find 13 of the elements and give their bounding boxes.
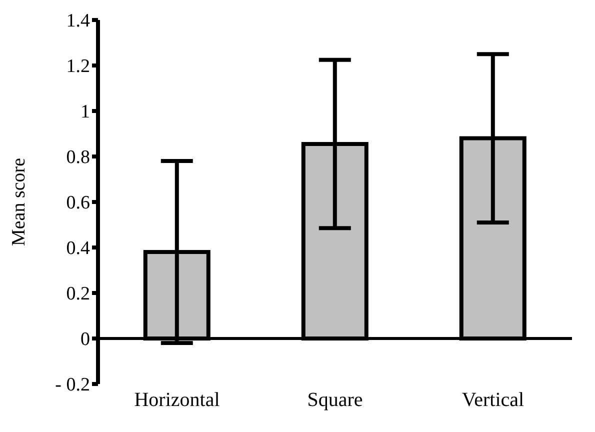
y-tick-label: 0.4 (66, 238, 90, 260)
y-tick-label: - 0.2 (55, 374, 90, 396)
x-tick-label: Square (307, 389, 363, 412)
x-tick-label: Horizontal (134, 389, 220, 412)
y-tick-label: 0.2 (66, 284, 90, 305)
y-tick-label: 0.6 (66, 192, 90, 214)
y-tick-label: 1.2 (66, 56, 90, 78)
x-tick-label: Vertical (462, 389, 525, 412)
y-tick-label: 1.4 (66, 10, 90, 32)
y-axis-title: Mean score (8, 158, 30, 246)
y-tick-label: 0.8 (66, 147, 90, 168)
y-tick-label: 0 (80, 329, 90, 350)
y-tick-label: 1 (80, 102, 90, 123)
